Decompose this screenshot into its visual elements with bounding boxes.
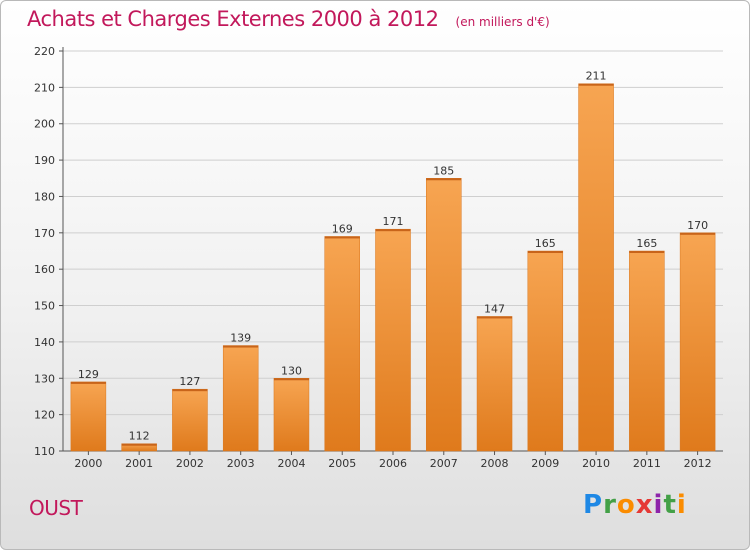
y-tick-label: 220 xyxy=(34,45,55,58)
x-tick-label-2008: 2008 xyxy=(481,457,509,470)
bar-top-2009 xyxy=(527,251,563,253)
value-label-2008: 147 xyxy=(484,302,505,315)
bar-2006 xyxy=(375,228,411,452)
y-tick-label: 200 xyxy=(34,118,55,131)
x-tick-label-2007: 2007 xyxy=(430,457,458,470)
x-tick-label-2006: 2006 xyxy=(379,457,407,470)
value-label-2001: 112 xyxy=(129,430,150,443)
y-tick-label: 150 xyxy=(34,300,55,313)
value-label-2005: 169 xyxy=(332,222,353,235)
y-tick-label: 120 xyxy=(34,409,55,422)
bar-top-2003 xyxy=(223,345,259,348)
bar-top-2002 xyxy=(172,389,208,392)
value-label-2011: 165 xyxy=(636,237,657,250)
y-tick-label: 160 xyxy=(34,263,55,276)
value-label-2000: 129 xyxy=(78,368,99,381)
bar-2012 xyxy=(679,232,716,452)
bar-top-2000 xyxy=(70,381,106,384)
logo-letter: P xyxy=(583,490,604,520)
value-label-2003: 139 xyxy=(230,332,251,345)
logo-letter: x xyxy=(635,490,654,520)
x-tick-label-2002: 2002 xyxy=(176,457,204,470)
bar-2005 xyxy=(324,236,360,452)
bars xyxy=(70,83,716,452)
y-tick-label: 130 xyxy=(34,372,55,385)
bar-top-2012 xyxy=(680,232,716,235)
x-tick-label-2000: 2000 xyxy=(74,457,102,470)
bar-2010 xyxy=(578,83,614,452)
data-labels: 129 112 127 139 130 169 171 185 147 165 211 165 170 xyxy=(78,70,708,443)
value-label-2012: 170 xyxy=(687,219,708,232)
x-tick-label-2009: 2009 xyxy=(531,457,559,470)
x-tick-label-2011: 2011 xyxy=(633,457,661,470)
bar-2004 xyxy=(273,378,310,452)
x-tick-label-2004: 2004 xyxy=(277,457,305,470)
logo-letter: r xyxy=(603,490,617,520)
y-tick-label: 190 xyxy=(34,154,55,167)
x-tick-label-2005: 2005 xyxy=(328,457,356,470)
commune-name: OUST xyxy=(29,496,83,520)
chart-title: Achats et Charges Externes 2000 à 2012 xyxy=(27,7,439,31)
bar-top-2008 xyxy=(477,316,513,319)
chart-unit: (en milliers d'€) xyxy=(455,15,550,29)
value-label-2004: 130 xyxy=(281,364,302,377)
bar-top-2007 xyxy=(426,178,462,181)
bar-2011 xyxy=(629,250,665,452)
value-label-2002: 127 xyxy=(179,375,200,388)
bar-top-2001 xyxy=(121,443,157,446)
value-label-2006: 171 xyxy=(383,215,404,228)
bar-top-2011 xyxy=(629,251,665,253)
bar-top-2006 xyxy=(375,229,411,232)
value-label-2007: 185 xyxy=(433,164,454,177)
y-tick-label: 110 xyxy=(34,445,55,458)
bar-top-2010 xyxy=(578,83,614,86)
x-tick-label-2012: 2012 xyxy=(684,457,712,470)
logo-letter: o xyxy=(616,490,636,520)
bar-2002 xyxy=(172,388,208,452)
tick-labels: 110 120 130 140 150 160 170 180 190 200 210 220 2000… xyxy=(34,45,712,470)
y-tick-label: 180 xyxy=(34,190,55,203)
y-tick-label: 210 xyxy=(34,81,55,94)
bar-top-2004 xyxy=(273,378,309,381)
logo-letter: i xyxy=(653,490,664,520)
bar-2003 xyxy=(222,345,259,452)
logo-letter: t xyxy=(663,490,677,520)
x-tick-label-2010: 2010 xyxy=(582,457,610,470)
bar-2008 xyxy=(476,316,513,452)
y-tick-label: 140 xyxy=(34,336,55,349)
value-label-2010: 211 xyxy=(586,70,607,83)
y-tick-label: 170 xyxy=(34,227,55,240)
bar-2007 xyxy=(426,178,462,452)
proxiti-logo: Proxiti xyxy=(583,490,687,520)
bar-top-2005 xyxy=(324,236,360,239)
title-row: Achats et Charges Externes 2000 à 2012 (… xyxy=(27,7,550,31)
bar-2009 xyxy=(527,250,564,452)
x-tick-label-2003: 2003 xyxy=(227,457,255,470)
value-label-2009: 165 xyxy=(535,237,556,250)
bar-2000 xyxy=(70,381,107,452)
x-tick-label-2001: 2001 xyxy=(125,457,153,470)
logo-letter: i xyxy=(676,490,687,520)
